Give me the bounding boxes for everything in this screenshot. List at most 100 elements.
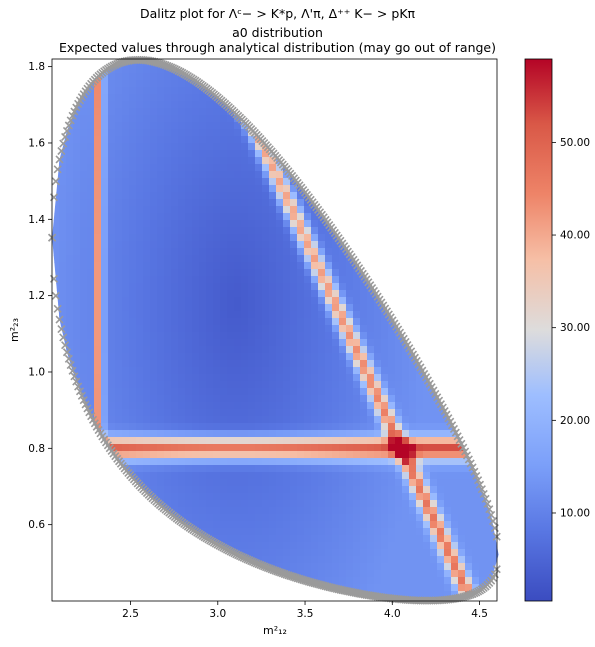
heatmap-cell (395, 388, 403, 396)
heatmap-cell (479, 570, 487, 578)
heatmap-cell (129, 584, 137, 592)
heatmap-cell (388, 283, 396, 291)
heatmap-cell (248, 311, 256, 319)
heatmap-cell (73, 416, 81, 424)
heatmap-cell (150, 444, 158, 452)
heatmap-cell (122, 94, 130, 102)
heatmap-cell (269, 269, 277, 277)
heatmap-cell (269, 500, 277, 508)
heatmap-cell (444, 465, 452, 473)
heatmap-cell (465, 171, 473, 179)
heatmap-cell (164, 122, 172, 130)
heatmap-cell (115, 514, 123, 522)
heatmap-cell (479, 458, 487, 466)
heatmap-cell (108, 591, 116, 599)
heatmap-cell (339, 388, 347, 396)
heatmap-cell (437, 325, 445, 333)
heatmap-cell (213, 269, 221, 277)
heatmap-cell (192, 367, 200, 375)
heatmap-cell (234, 493, 242, 501)
heatmap-cell (430, 528, 438, 536)
heatmap-cell (220, 262, 228, 270)
heatmap-cell (143, 395, 151, 403)
heatmap-cell (416, 206, 424, 214)
heatmap-cell (157, 185, 165, 193)
heatmap-cell (241, 108, 249, 116)
heatmap-cell (185, 444, 193, 452)
heatmap-cell (367, 297, 375, 305)
heatmap-cell (339, 493, 347, 501)
heatmap-cell (388, 521, 396, 529)
heatmap-cell (52, 584, 60, 592)
heatmap-cell (346, 528, 354, 536)
heatmap-cell (276, 507, 284, 515)
heatmap-cell (388, 493, 396, 501)
heatmap-cell (451, 549, 459, 557)
heatmap-cell (129, 290, 137, 298)
heatmap-cell (283, 192, 291, 200)
heatmap-cell (192, 227, 200, 235)
heatmap-cell (220, 437, 228, 445)
heatmap-cell (248, 171, 256, 179)
heatmap-cell (143, 262, 151, 270)
heatmap-cell (192, 304, 200, 312)
heatmap-cell (297, 199, 305, 207)
heatmap-cell (199, 304, 207, 312)
heatmap-cell (192, 101, 200, 109)
heatmap-cell (304, 234, 312, 242)
heatmap-cell (164, 549, 172, 557)
heatmap-cell (395, 563, 403, 571)
heatmap-cell (241, 199, 249, 207)
heatmap-cell (346, 395, 354, 403)
heatmap-cell (122, 213, 130, 221)
heatmap-cell (213, 164, 221, 172)
heatmap-cell (262, 122, 270, 130)
heatmap-cell (227, 339, 235, 347)
heatmap-cell (66, 444, 74, 452)
heatmap-cell (472, 374, 480, 382)
heatmap-cell (381, 87, 389, 95)
heatmap-cell (59, 430, 67, 438)
heatmap-cell (94, 444, 102, 452)
heatmap-cell (206, 185, 214, 193)
heatmap-cell (325, 150, 333, 158)
heatmap-cell (332, 178, 340, 186)
heatmap-cell (255, 80, 263, 88)
heatmap-cell (339, 353, 347, 361)
heatmap-cell (143, 346, 151, 354)
heatmap-cell (395, 374, 403, 382)
heatmap-cell (269, 507, 277, 515)
heatmap-cell (395, 150, 403, 158)
heatmap-cell (339, 80, 347, 88)
heatmap-cell (437, 150, 445, 158)
heatmap-cell (115, 444, 123, 452)
heatmap-cell (213, 465, 221, 473)
heatmap-cell (199, 430, 207, 438)
heatmap-cell (255, 304, 263, 312)
heatmap-cell (409, 143, 417, 151)
heatmap-cell (192, 108, 200, 116)
heatmap-cell (241, 514, 249, 522)
heatmap-cell (311, 346, 319, 354)
heatmap-cell (59, 486, 67, 494)
heatmap-cell (108, 143, 116, 151)
heatmap-cell (395, 458, 403, 466)
heatmap-cell (325, 500, 333, 508)
heatmap-cell (304, 451, 312, 459)
heatmap-cell (311, 402, 319, 410)
heatmap-cell (129, 164, 137, 172)
heatmap-cell (66, 213, 74, 221)
heatmap-cell (374, 360, 382, 368)
heatmap-cell (241, 570, 249, 578)
heatmap-cell (129, 332, 137, 340)
heatmap-cell (465, 472, 473, 480)
heatmap-cell (451, 514, 459, 522)
heatmap-cell (227, 374, 235, 382)
heatmap-cell (416, 381, 424, 389)
heatmap-cell (472, 213, 480, 221)
heatmap-cell (150, 276, 158, 284)
heatmap-cell (227, 283, 235, 291)
heatmap-cell (318, 472, 326, 480)
heatmap-cell (143, 374, 151, 382)
heatmap-cell (178, 493, 186, 501)
